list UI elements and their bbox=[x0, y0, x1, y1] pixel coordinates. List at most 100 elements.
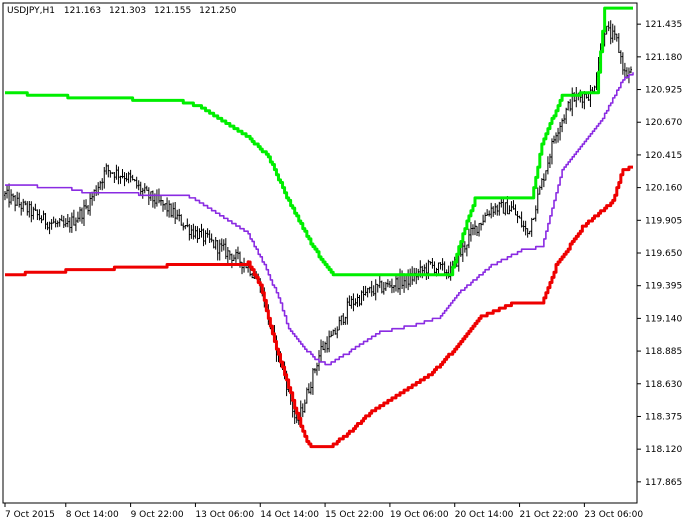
price-bar bbox=[162, 199, 165, 212]
price-bar bbox=[621, 52, 624, 75]
x-tick-label: 15 Oct 22:00 bbox=[325, 510, 384, 520]
price-bar bbox=[514, 204, 517, 216]
time-axis: 7 Oct 2015 8 Oct 14:00 9 Oct 22:00 13 Oct 0… bbox=[4, 503, 643, 520]
price-bar bbox=[131, 174, 134, 181]
price-bar bbox=[210, 233, 213, 243]
price-bar bbox=[439, 262, 442, 270]
price-bar bbox=[443, 261, 446, 276]
price-bar bbox=[220, 238, 223, 252]
x-tick-label: 9 Oct 22:00 bbox=[131, 510, 184, 520]
price-bar bbox=[508, 205, 511, 215]
price-bar bbox=[54, 218, 57, 228]
price-bar bbox=[615, 33, 618, 42]
price-bar bbox=[311, 368, 314, 395]
price-bar bbox=[137, 180, 140, 191]
price-bar bbox=[589, 84, 592, 108]
price-bar bbox=[16, 191, 19, 206]
price-bar bbox=[467, 228, 470, 249]
price-bar bbox=[127, 171, 130, 184]
price-bar bbox=[376, 283, 379, 293]
price-bar bbox=[372, 285, 375, 296]
price-bar bbox=[99, 180, 102, 190]
price-bar bbox=[370, 280, 373, 297]
price-bar bbox=[184, 225, 187, 230]
price-bar bbox=[384, 281, 387, 292]
price-bar bbox=[123, 172, 126, 187]
price-bar bbox=[42, 210, 45, 221]
price-bar bbox=[476, 225, 479, 236]
price-bar bbox=[30, 201, 33, 223]
price-bar bbox=[567, 101, 570, 111]
price-bar bbox=[190, 225, 193, 239]
price-bar bbox=[555, 132, 558, 144]
y-tick-label: 117.865 bbox=[645, 478, 682, 488]
price-bar bbox=[486, 209, 489, 216]
price-bar bbox=[346, 297, 349, 325]
price-bar bbox=[101, 178, 104, 191]
y-tick-label: 120.415 bbox=[645, 151, 682, 161]
symbol-info: USDJPY,H1 121.163 121.303 121.155 121.25… bbox=[7, 6, 237, 16]
price-bar bbox=[403, 273, 406, 293]
price-bar bbox=[611, 23, 614, 43]
y-tick-label: 118.120 bbox=[645, 445, 682, 455]
price-bar bbox=[178, 208, 181, 222]
price-bar bbox=[48, 221, 51, 235]
price-bar bbox=[159, 196, 162, 206]
price-bar bbox=[208, 230, 211, 243]
y-tick-label: 121.180 bbox=[645, 53, 682, 63]
price-bar bbox=[334, 327, 337, 335]
price-bar bbox=[83, 199, 86, 226]
price-bar bbox=[492, 206, 495, 217]
price-bar bbox=[105, 163, 108, 175]
price-bar bbox=[111, 172, 114, 175]
price-bar bbox=[182, 222, 185, 231]
price-bar bbox=[498, 201, 501, 216]
price-bar bbox=[60, 214, 63, 222]
price-bar bbox=[46, 221, 49, 231]
price-bar bbox=[164, 203, 167, 210]
price-bar bbox=[332, 329, 335, 336]
price-bar bbox=[313, 367, 316, 374]
price-bar bbox=[502, 198, 505, 214]
price-bar bbox=[397, 276, 400, 293]
price-bar bbox=[303, 399, 306, 413]
x-tick-label: 7 Oct 2015 bbox=[5, 510, 55, 520]
price-bar bbox=[348, 295, 351, 306]
close-value: 121.250 bbox=[199, 6, 236, 16]
price-bar bbox=[328, 330, 331, 353]
price-bar bbox=[390, 278, 393, 294]
price-bar bbox=[194, 225, 197, 239]
price-bar bbox=[530, 217, 533, 237]
price-bar bbox=[22, 198, 25, 212]
price-bar bbox=[109, 170, 112, 178]
price-bar bbox=[425, 262, 428, 281]
price-bar bbox=[336, 326, 339, 339]
price-bar bbox=[322, 340, 325, 351]
price-bar bbox=[374, 279, 377, 301]
price-bar bbox=[431, 257, 434, 269]
price-bar bbox=[358, 295, 361, 307]
price-bar bbox=[196, 226, 199, 243]
price-bar bbox=[40, 215, 43, 224]
price-bar bbox=[236, 246, 239, 260]
price-bar bbox=[364, 285, 367, 296]
price-bar bbox=[4, 190, 6, 201]
x-tick-label: 13 Oct 06:00 bbox=[195, 510, 254, 520]
price-bar bbox=[32, 206, 35, 220]
price-bar bbox=[58, 218, 61, 227]
price-bar bbox=[557, 127, 560, 143]
price-bar bbox=[522, 220, 525, 232]
price-bar bbox=[119, 175, 122, 184]
y-tick-label: 118.885 bbox=[645, 347, 682, 357]
price-bar bbox=[617, 33, 620, 54]
price-bar bbox=[320, 339, 323, 362]
price-bar bbox=[70, 212, 73, 233]
price-bar bbox=[151, 190, 154, 208]
price-bar bbox=[469, 221, 472, 242]
price-bar bbox=[540, 178, 543, 190]
price-bar bbox=[293, 408, 296, 425]
price-bar bbox=[117, 166, 120, 185]
price-bar bbox=[8, 183, 11, 208]
